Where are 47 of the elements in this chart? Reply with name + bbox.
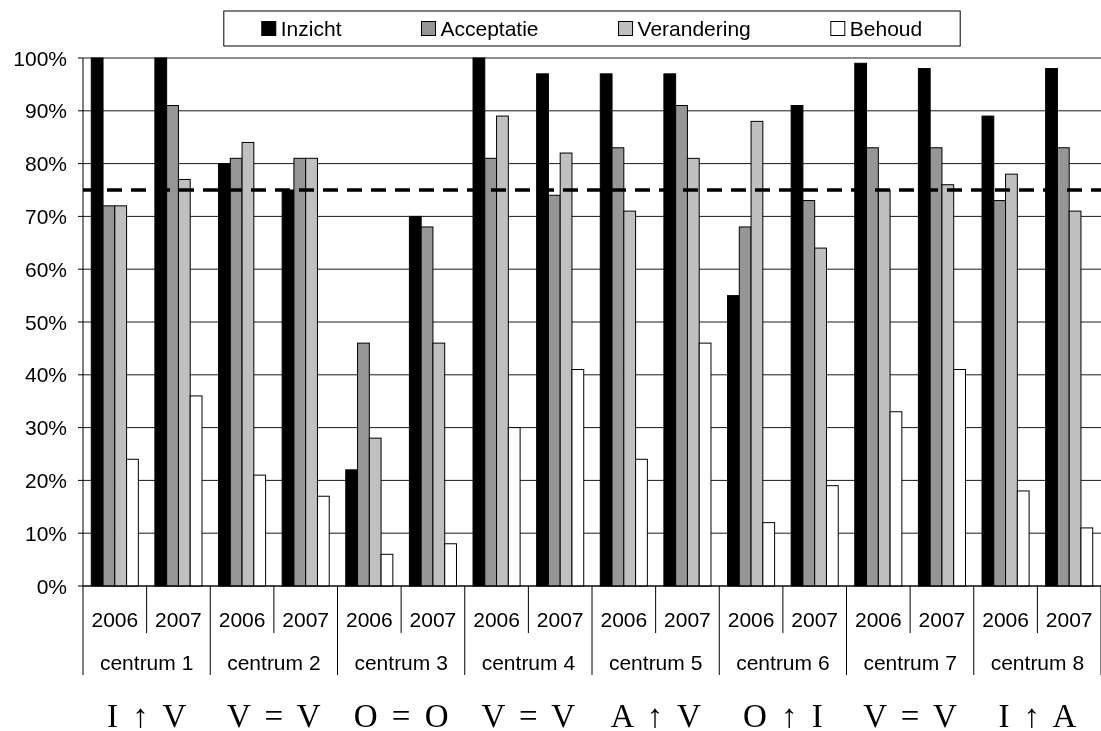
y-tick-label: 80% (24, 152, 67, 176)
x-tick-label: 2006 (727, 607, 775, 631)
text: O = O (353, 698, 449, 731)
text: O ↑ I (742, 698, 823, 731)
x-tick-label: 2007 (791, 607, 839, 631)
x-tick-label: 2007 (918, 607, 966, 631)
x-tick-label: 2007 (1045, 607, 1093, 631)
text: centrum 2 (227, 650, 321, 674)
text: I ↑ V (107, 698, 187, 731)
x-tick-label: 2007 (409, 607, 457, 631)
y-tick-label: 30% (24, 416, 67, 440)
y-tick-label: 70% (24, 204, 67, 228)
x-tick-label: 2006 (600, 607, 648, 631)
x-tick-label: 2006 (982, 607, 1029, 631)
text: centrum 1 (99, 650, 194, 674)
x-tick-label: 2006 (345, 607, 393, 631)
text: centrum 4 (481, 650, 576, 674)
y-tick-label: 40% (24, 363, 67, 387)
text: centrum 6 (736, 650, 830, 674)
x-tick-label: 2007 (282, 607, 330, 631)
x-tick-label: 2007 (155, 607, 202, 631)
text: centrum 8 (990, 650, 1085, 674)
x-tick-label: 2006 (91, 607, 139, 631)
text: I ↑ A (998, 698, 1077, 731)
legend-label: Verandering (637, 17, 751, 41)
y-tick-label: 0% (36, 574, 67, 598)
x-tick-label: 2007 (664, 607, 711, 631)
legend-label: Acceptatie (440, 17, 539, 41)
legend-label: Inzicht (280, 17, 342, 41)
y-tick-label: 90% (24, 99, 67, 123)
x-tick-label: 2007 (536, 607, 584, 631)
text: centrum 3 (354, 650, 448, 674)
y-tick-label: 50% (24, 310, 67, 334)
text: centrum 7 (863, 650, 957, 674)
text: A ↑ V (610, 698, 701, 731)
legend-label: Behoud (849, 17, 923, 41)
x-tick-label: 2006 (854, 607, 902, 631)
y-tick-label: 60% (24, 257, 67, 281)
y-tick-label: 100% (13, 46, 67, 70)
y-tick-label: 10% (24, 521, 67, 545)
text: V = V (227, 698, 321, 731)
y-tick-label: 20% (24, 468, 67, 492)
x-tick-label: 2006 (473, 607, 520, 631)
text: centrum 5 (608, 650, 703, 674)
text: V = V (863, 698, 958, 731)
text: V = V (481, 698, 576, 731)
x-tick-label: 2006 (218, 607, 266, 631)
